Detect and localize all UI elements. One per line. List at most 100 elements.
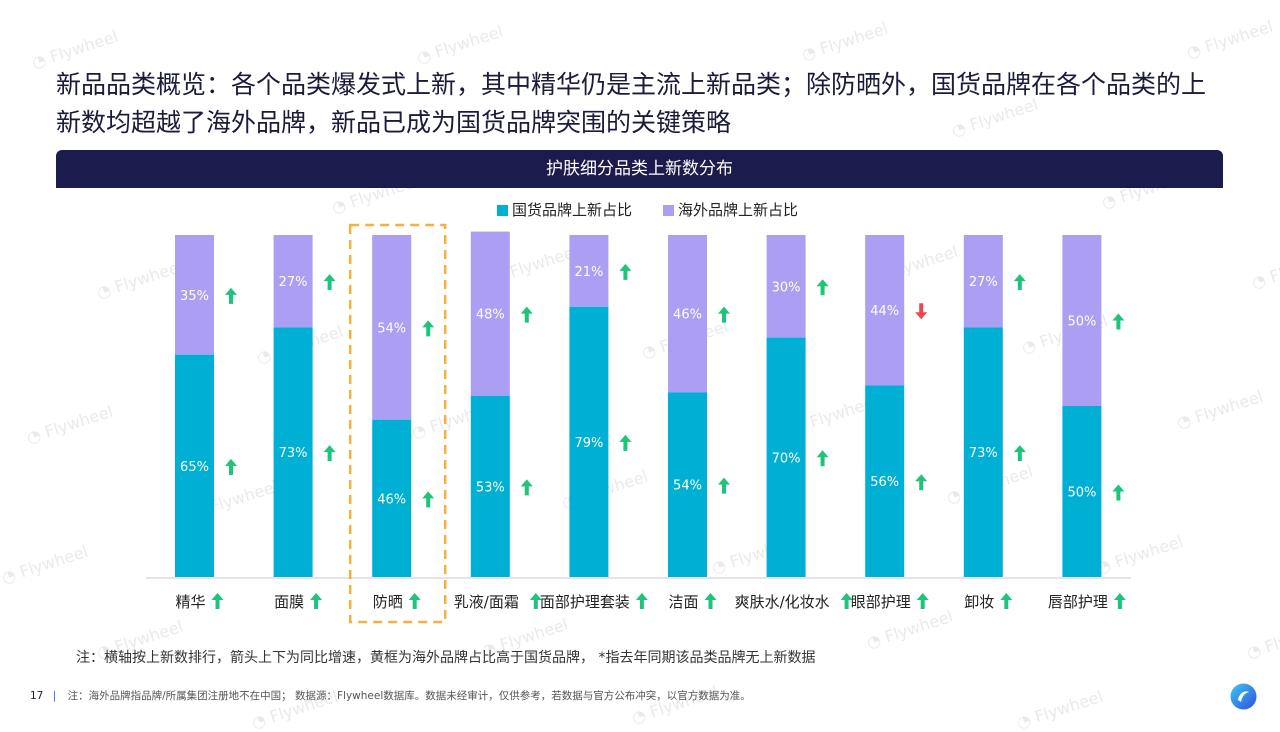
data-label-overseas: 30% [772,280,801,295]
bar-domestic [175,354,214,577]
bar-overseas [1062,235,1102,406]
highlight-box [348,223,447,624]
trend-up-icon [1113,593,1126,609]
watermark-text: ◔ Flywheel [414,21,506,68]
bar-domestic [963,327,1003,577]
trend-up-icon [422,320,435,337]
bar-domestic [865,385,905,577]
data-label-domestic: 53% [476,480,505,495]
data-label-domestic: 56% [870,475,899,490]
chart-title: 护肤细分品类上新数分布 [56,150,1223,188]
bar-overseas [963,235,1003,328]
bar-domestic [569,306,609,577]
trend-down-icon [915,303,928,320]
footer: 17 | 注：海外品牌指品牌/所属集团注册地不在中国； 数据源：Flywheel… [30,688,751,703]
data-label-domestic: 50% [1067,486,1096,501]
data-label-overseas: 27% [969,275,998,290]
data-label-overseas: 35% [180,289,209,304]
watermark-text: ◔ Flywheel [799,18,891,65]
flywheel-logo-icon [1230,683,1257,710]
trend-up-icon [718,477,730,494]
trend-up-icon [520,479,533,496]
trend-up-icon [1112,313,1125,330]
category-label: 防晒 [373,593,403,611]
footer-separator: | [52,690,57,702]
data-label-overseas: 48% [476,308,505,323]
bar-domestic [273,327,313,577]
category-label: 精华 [175,593,205,611]
data-label-domestic: 65% [180,460,209,475]
category-label: 洁面 [668,593,698,611]
bar-overseas [372,235,412,420]
trend-up-icon [310,593,323,609]
trend-up-icon [408,593,421,609]
legend-label: 海外品牌上新占比 [678,201,798,219]
page-title: 新品品类概览：各个品类爆发式上新，其中精华仍是主流上新品类；除防晒外，国货品牌在… [56,70,1207,137]
trend-up-icon [816,279,829,296]
trend-up-icon [1013,445,1026,462]
trend-up-icon [422,491,435,508]
bar-overseas [175,235,214,355]
bar-overseas [865,235,905,386]
data-label-overseas: 46% [673,308,702,323]
category-label: 面部护理套装 [540,593,630,611]
trend-up-icon [225,287,237,304]
stacked-bar-chart: 国货品牌上新占比 海外品牌上新占比 35% 65% 精华 27% 73% 面膜 54% 46% 防晒… [146,201,1131,624]
trend-up-icon [1000,593,1013,609]
trend-up-icon [816,450,829,467]
footer-text: 注：海外品牌指品牌/所属集团注册地不在中国； 数据源：Flywheel数据库。数… [67,690,751,702]
data-label-overseas: 44% [870,304,899,319]
bar-overseas [766,235,806,338]
trend-up-icon [704,593,717,609]
trend-up-icon [915,474,928,491]
trend-up-icon [916,593,929,609]
trend-up-icon [718,306,730,323]
bar-domestic [668,392,707,577]
category-label: 爽肤水/化妆水 [735,593,830,611]
data-label-overseas: 21% [574,265,603,280]
category-label: 面膜 [274,593,304,611]
category-label: 唇部护理 [1048,593,1108,611]
category-label: 卸妆 [964,593,994,611]
chart-note: 注：横轴按上新数排行，箭头上下为同比增速，黄框为海外品牌占比高于国货品牌， *指… [76,650,816,666]
trend-up-icon [211,593,224,609]
page-number: 17 [30,690,44,702]
data-label-domestic: 54% [673,479,702,494]
trend-up-icon [619,263,632,280]
watermark-text: ◔ Flywheel [1184,16,1276,63]
watermark-text: ◔ Flywheel [1014,686,1106,732]
legend-swatch [497,205,508,216]
trend-up-icon [840,593,853,609]
watermark-text: ◔ Flywheel [1244,616,1280,663]
watermark-text: ◔ Flywheel [1249,246,1280,293]
trend-up-icon [323,274,336,291]
bar-overseas [470,231,510,396]
chart-panel: 护肤细分品类上新数分布 国货品牌上新占比 海外品牌上新占比 35% 65% 精华 27% 7… [56,150,1223,680]
data-label-overseas: 50% [1067,315,1096,330]
data-label-domestic: 73% [279,446,308,461]
bar-overseas [668,235,707,393]
data-label-domestic: 46% [377,492,406,507]
trend-up-icon [1013,274,1026,291]
trend-up-icon [619,434,632,451]
data-label-overseas: 54% [377,321,406,336]
trend-up-icon [1112,484,1125,501]
trend-up-icon [529,593,542,609]
category-label: 乳液/面霜 [454,593,519,611]
trend-up-icon [635,593,648,609]
legend-swatch [663,205,674,216]
bar-overseas [273,235,313,328]
bar-domestic [1062,406,1102,577]
trend-up-icon [225,458,237,475]
bar-domestic [470,395,510,577]
data-label-overseas: 27% [279,275,308,290]
trend-up-icon [323,445,336,462]
bar-domestic [372,419,412,577]
legend-label: 国货品牌上新占比 [512,201,632,219]
data-label-domestic: 79% [574,436,603,451]
bar-overseas [569,235,609,307]
category-label: 眼部护理 [851,593,911,611]
data-label-domestic: 73% [969,446,998,461]
data-label-domestic: 70% [772,451,801,466]
trend-up-icon [520,306,533,323]
